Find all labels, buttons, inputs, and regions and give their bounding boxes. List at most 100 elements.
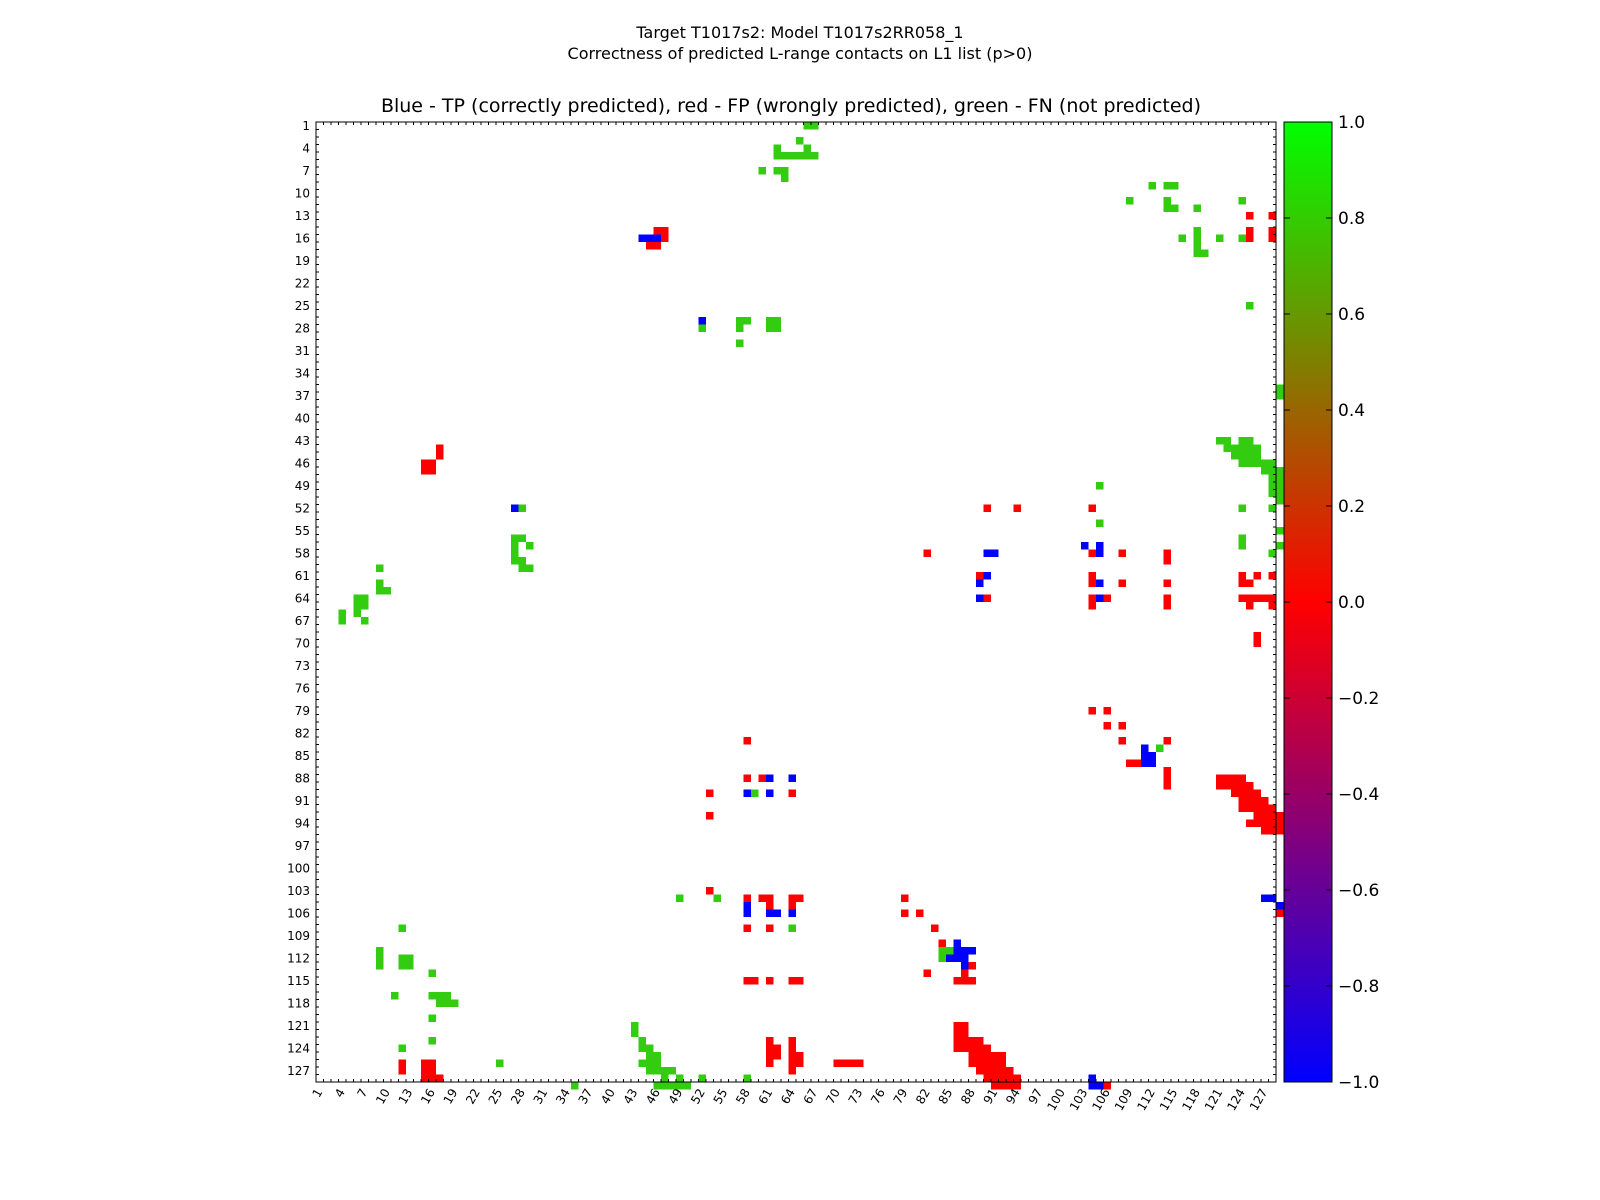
y-tick-label: 31	[295, 344, 310, 358]
cell-fn	[788, 924, 796, 932]
cell-fn	[646, 1067, 654, 1075]
cell-fn	[1276, 482, 1284, 490]
cell-fp	[1088, 504, 1096, 512]
cell-tp	[511, 504, 519, 512]
cell-fp	[1253, 804, 1261, 812]
cell-fp	[1238, 804, 1246, 812]
cell-tp	[743, 789, 751, 797]
cell-fp	[1246, 782, 1254, 790]
chart-title-line2: Correctness of predicted L-range contact…	[568, 44, 1033, 63]
cell-fn	[736, 317, 744, 325]
cell-fp	[1013, 1082, 1021, 1090]
cell-fn	[1238, 234, 1246, 242]
cell-fp	[953, 1029, 961, 1037]
x-tick-label: 19	[441, 1086, 461, 1106]
cell-fp	[766, 1044, 774, 1052]
cell-fn	[1268, 474, 1276, 482]
cell-fn	[496, 1059, 504, 1067]
cell-fn	[1193, 242, 1201, 250]
cell-fp	[1268, 234, 1276, 242]
y-tick-label: 49	[295, 479, 310, 493]
cell-fn	[1268, 489, 1276, 497]
cell-fp	[1088, 549, 1096, 557]
cell-fn	[803, 152, 811, 160]
cell-fn	[511, 549, 519, 557]
cell-tp	[991, 549, 999, 557]
colorbar-tick-label: 0.0	[1338, 593, 1365, 613]
cell-fp	[1268, 812, 1276, 820]
cell-tp	[1268, 894, 1276, 902]
cell-fp	[1118, 722, 1126, 730]
colorbar-tick-label: −0.2	[1338, 689, 1379, 709]
cell-fp	[428, 467, 436, 475]
x-tick-label: 97	[1026, 1086, 1046, 1106]
cell-fp	[1006, 1067, 1014, 1075]
cell-fp	[796, 894, 804, 902]
cell-fn	[526, 564, 534, 572]
cell-fn	[796, 152, 804, 160]
cell-fp	[436, 1074, 444, 1082]
cell-fn	[406, 954, 414, 962]
cell-fn	[353, 609, 361, 617]
cell-fp	[766, 1059, 774, 1067]
y-tick-label: 64	[295, 591, 310, 605]
cell-fn	[766, 324, 774, 332]
cell-fp	[998, 1074, 1006, 1082]
y-tick-label: 82	[295, 726, 310, 740]
cell-fp	[1246, 579, 1254, 587]
cell-fn	[946, 947, 954, 955]
x-tick-label: 109	[1112, 1086, 1136, 1113]
cell-fp	[998, 1059, 1006, 1067]
cell-fp	[758, 774, 766, 782]
cell-fp	[856, 1059, 864, 1067]
cell-tp	[1148, 752, 1156, 760]
cell-fp	[991, 1052, 999, 1060]
cell-fn	[376, 587, 384, 595]
cell-fp	[1163, 549, 1171, 557]
cell-fp	[953, 1044, 961, 1052]
cell-fp	[848, 1059, 856, 1067]
x-tick-label: 58	[733, 1086, 753, 1106]
cell-fn	[751, 789, 759, 797]
y-tick-label: 55	[295, 524, 310, 538]
cell-fp	[1216, 782, 1224, 790]
cell-tp	[961, 954, 969, 962]
cell-tp	[766, 789, 774, 797]
x-tick-label: 61	[756, 1086, 776, 1106]
cell-tp	[1088, 1082, 1096, 1090]
cell-fn	[361, 602, 369, 610]
y-tick-label: 124	[287, 1041, 310, 1055]
cell-fn	[1246, 302, 1254, 310]
cell-tp	[946, 954, 954, 962]
cell-fn	[1268, 549, 1276, 557]
cell-fp	[983, 1052, 991, 1060]
cell-fn	[338, 617, 346, 625]
cell-fn	[1163, 197, 1171, 205]
x-tick-label: 55	[711, 1086, 731, 1106]
x-tick-label: 85	[936, 1086, 956, 1106]
cell-fn	[1246, 459, 1254, 467]
x-tick-label: 10	[373, 1086, 393, 1106]
cell-fn	[1231, 452, 1239, 460]
cell-fn	[653, 1052, 661, 1060]
y-tick-label: 121	[287, 1019, 310, 1033]
colorbar-tick-label: 0.6	[1338, 305, 1365, 325]
chart-subtitle: Blue - TP (correctly predicted), red - F…	[381, 95, 1201, 117]
cell-fn	[1276, 467, 1284, 475]
colorbar-tick-label: 1.0	[1338, 113, 1365, 133]
cell-fp	[1223, 774, 1231, 782]
cell-fp	[796, 977, 804, 985]
cell-fp	[1261, 812, 1269, 820]
cell-tp	[1141, 752, 1149, 760]
y-tick-label: 40	[295, 411, 310, 425]
cell-fn	[1193, 227, 1201, 235]
x-tick-label: 91	[981, 1086, 1001, 1106]
cell-fn	[518, 564, 526, 572]
cell-fp	[968, 1052, 976, 1060]
chart-title-line1: Target T1017s2: Model T1017s2RR058_1	[635, 23, 963, 43]
cell-fn	[406, 962, 414, 970]
cell-fp	[1261, 797, 1269, 805]
x-tick-label: 103	[1067, 1086, 1091, 1113]
cell-fn	[1171, 204, 1179, 212]
cell-fn	[443, 999, 451, 1007]
